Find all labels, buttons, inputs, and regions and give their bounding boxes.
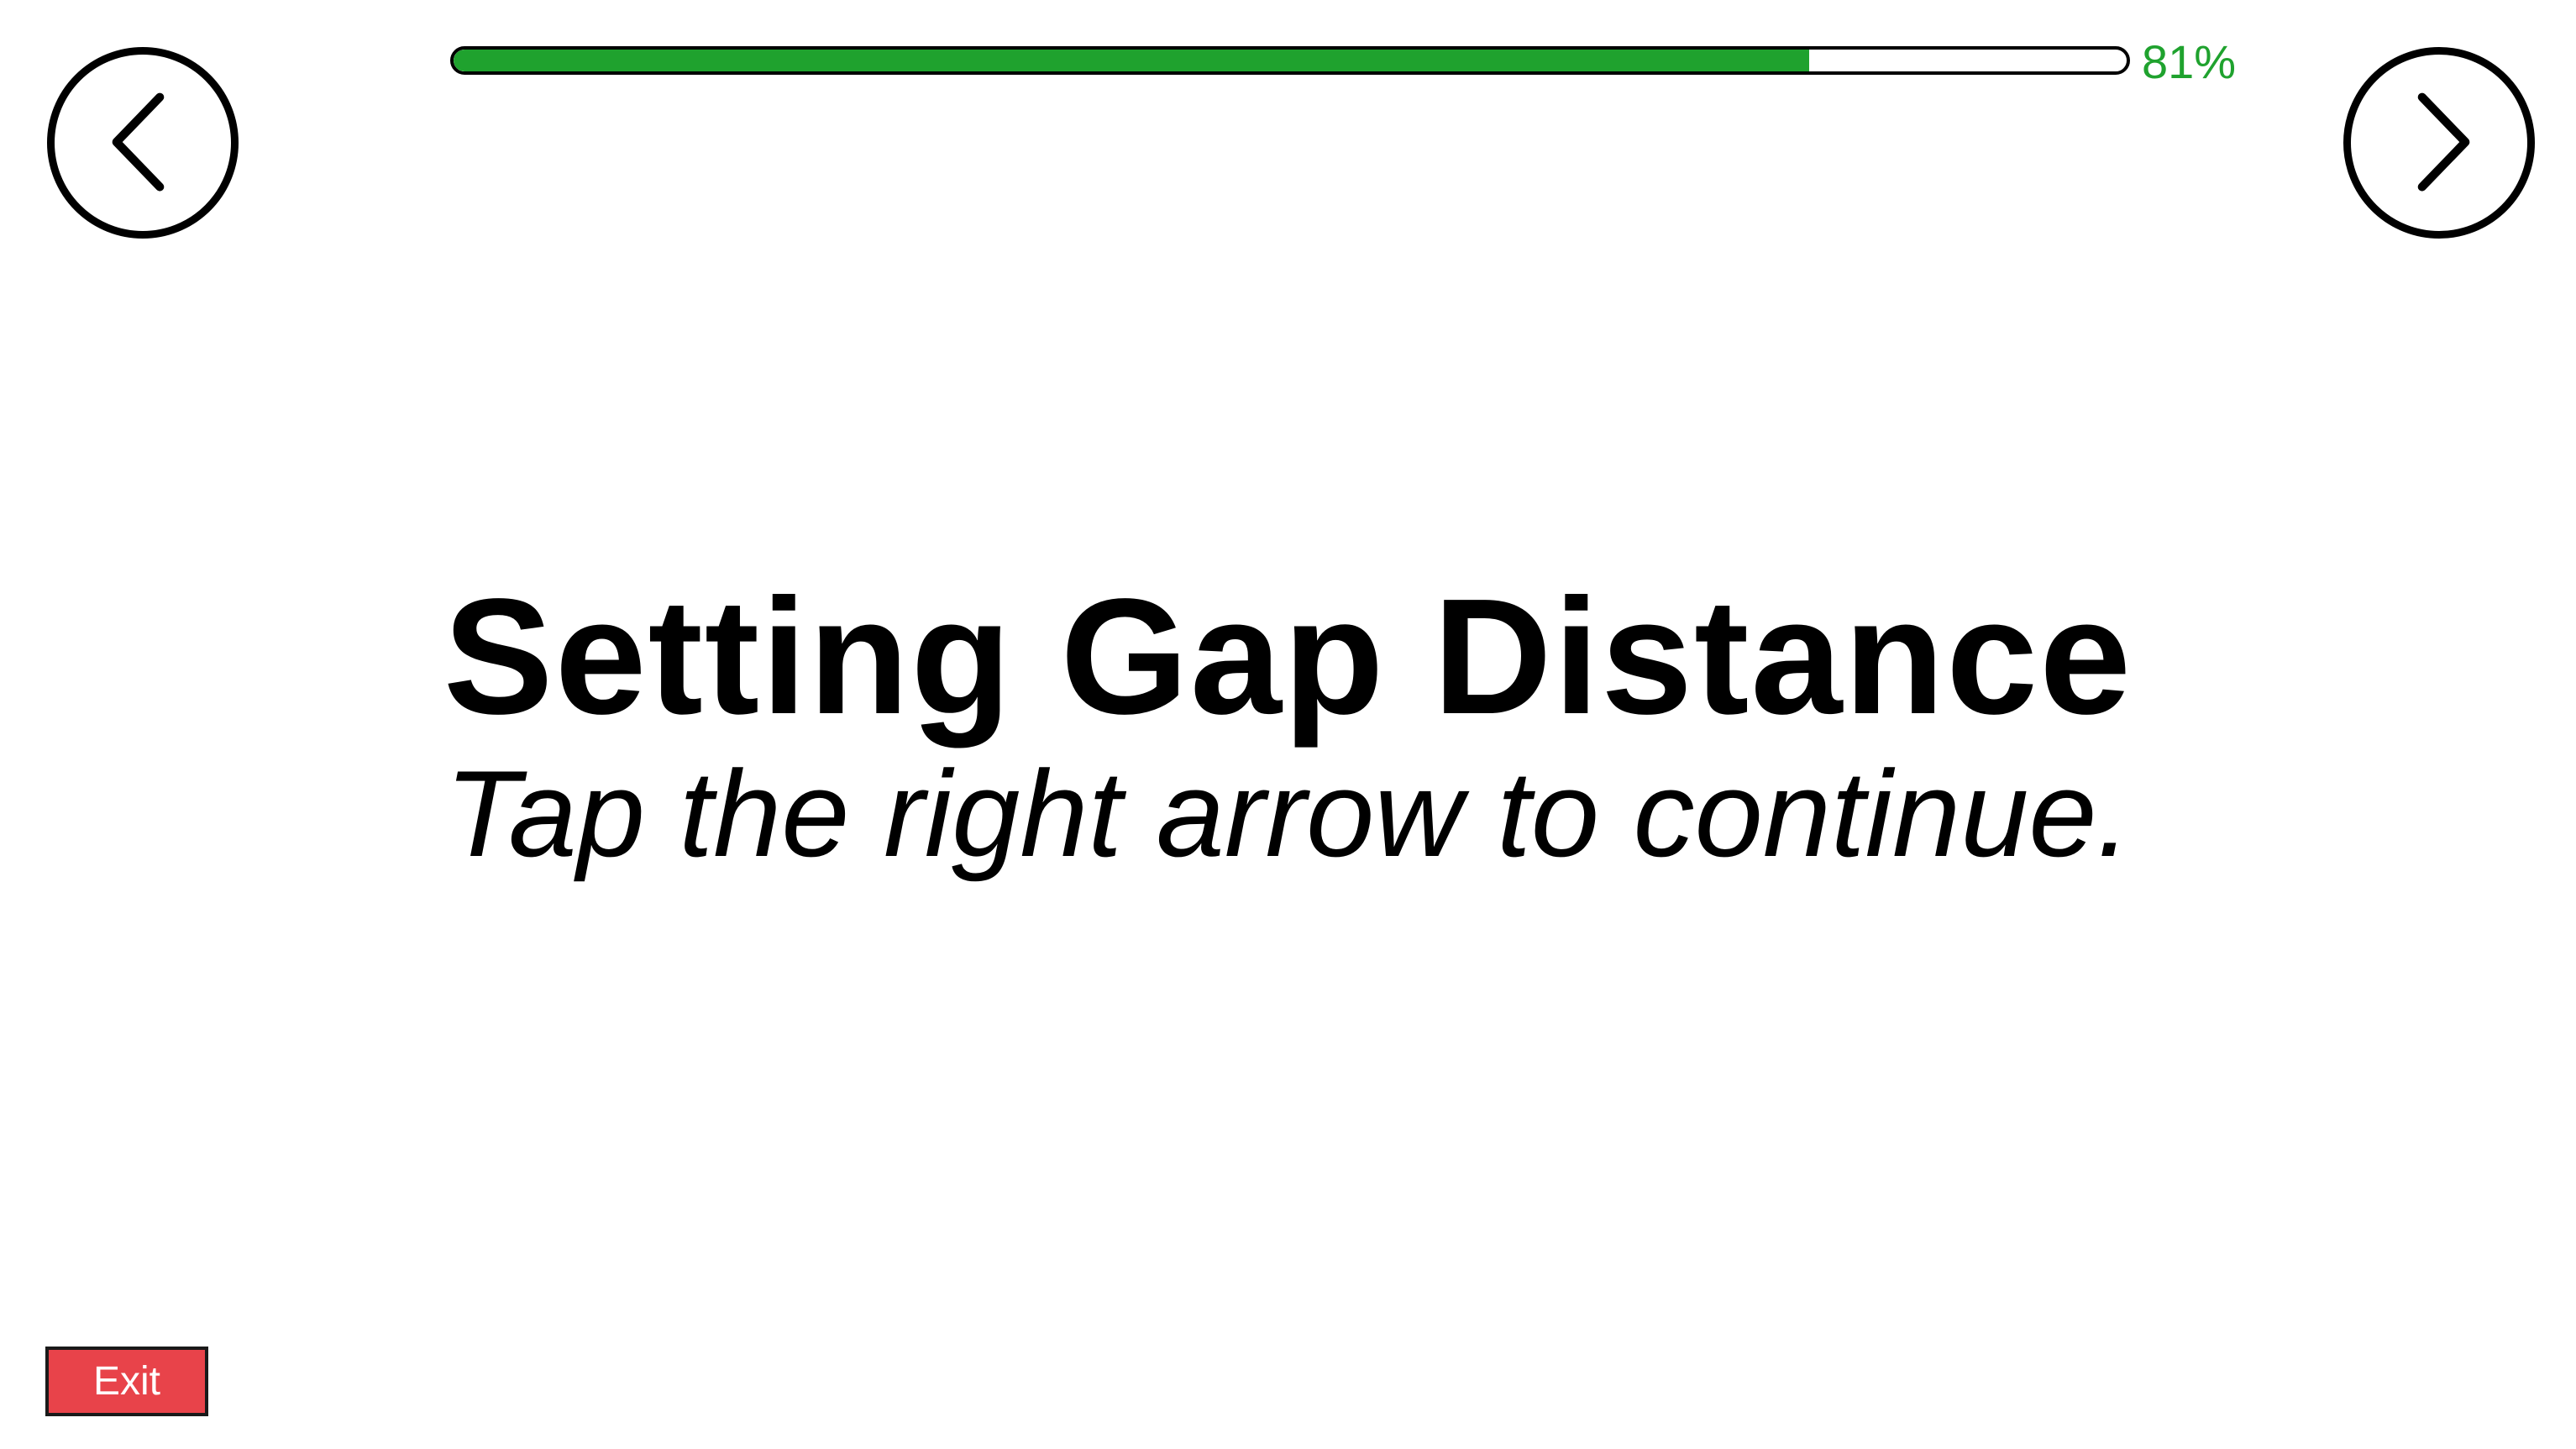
chevron-left-icon [112, 92, 165, 192]
back-button[interactable] [47, 47, 239, 239]
progress-percent-label: 81% [2142, 35, 2237, 88]
next-button[interactable] [2343, 47, 2535, 239]
chevron-right-icon [2417, 92, 2470, 192]
instruction-text: Tap the right arrow to continue. [444, 745, 2132, 882]
progress-bar [450, 46, 2130, 75]
exit-button[interactable]: Exit [45, 1347, 208, 1416]
progress-bar-fill [454, 50, 1809, 71]
page-title: Setting Gap Distance [443, 564, 2133, 748]
